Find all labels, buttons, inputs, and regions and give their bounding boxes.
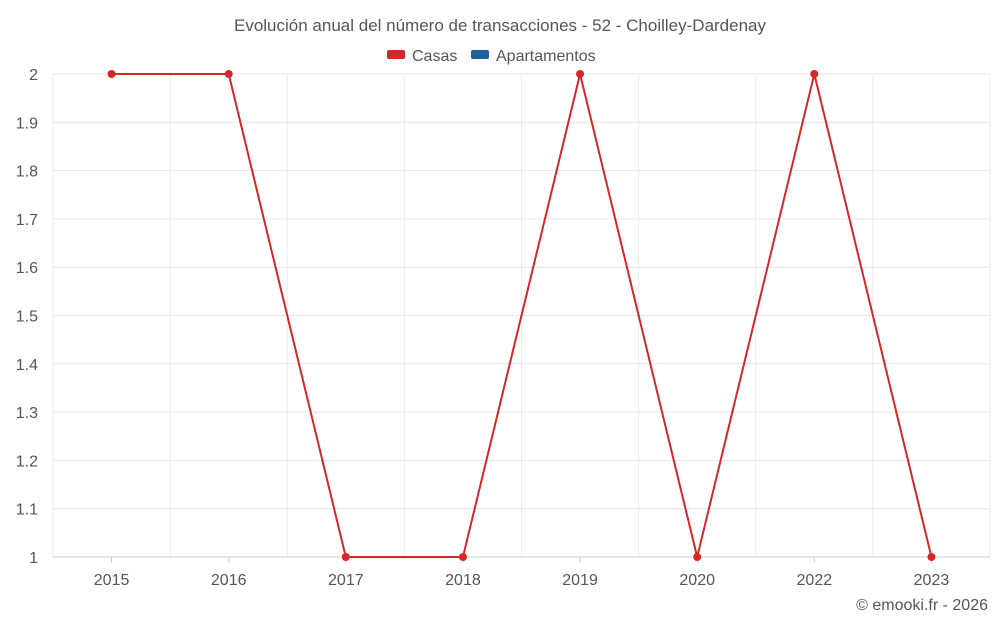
legend-swatch-casas <box>387 50 405 59</box>
legend-swatch-apartamentos <box>471 50 489 59</box>
legend-item-apartamentos[interactable]: Apartamentos <box>471 48 596 65</box>
y-tick-label: 2 <box>29 67 38 84</box>
credit-label: © emooki.fr - 2026 <box>856 597 988 614</box>
chart-title: Evolución anual del número de transaccio… <box>234 16 767 35</box>
y-tick-label: 1.3 <box>16 405 38 422</box>
data-point[interactable] <box>224 70 233 78</box>
y-tick-label: 1.2 <box>16 453 38 470</box>
y-tick-label: 1.6 <box>16 260 38 277</box>
data-point[interactable] <box>693 553 702 561</box>
data-point[interactable] <box>576 70 585 78</box>
legend-label-casas: Casas <box>412 48 457 65</box>
y-tick-label: 1.5 <box>16 309 38 326</box>
legend-label-apartamentos: Apartamentos <box>496 48 596 65</box>
y-tick-label: 1.8 <box>16 164 38 181</box>
y-tick-label: 1.1 <box>16 502 38 519</box>
x-tick-label: 2022 <box>797 572 833 589</box>
data-point[interactable] <box>107 70 116 78</box>
data-point[interactable] <box>810 70 819 78</box>
data-point[interactable] <box>927 553 936 561</box>
x-tick-label: 2016 <box>211 572 247 589</box>
y-axis: 1 1.1 1.2 1.3 1.4 1.5 1.6 1.7 1.8 1.9 2 <box>16 67 38 567</box>
y-tick-label: 1.9 <box>16 115 38 132</box>
x-tick-label: 2017 <box>328 572 364 589</box>
x-tick-label: 2019 <box>562 572 598 589</box>
data-point[interactable] <box>341 553 350 561</box>
y-tick-label: 1.4 <box>16 357 38 374</box>
x-tick-label: 2018 <box>445 572 481 589</box>
y-tick-label: 1.7 <box>16 212 38 229</box>
legend-item-casas[interactable]: Casas <box>387 48 457 65</box>
y-tick-label: 1 <box>29 550 38 567</box>
x-tick-label: 2023 <box>914 572 950 589</box>
x-axis: 2015 2016 2017 2018 2019 2020 2022 2023 <box>53 556 990 589</box>
data-point[interactable] <box>458 553 467 561</box>
x-tick-label: 2015 <box>94 572 130 589</box>
legend: Casas Apartamentos <box>387 48 596 65</box>
series-line <box>111 73 933 558</box>
series-casas <box>107 70 936 561</box>
x-tick-label: 2020 <box>679 572 715 589</box>
